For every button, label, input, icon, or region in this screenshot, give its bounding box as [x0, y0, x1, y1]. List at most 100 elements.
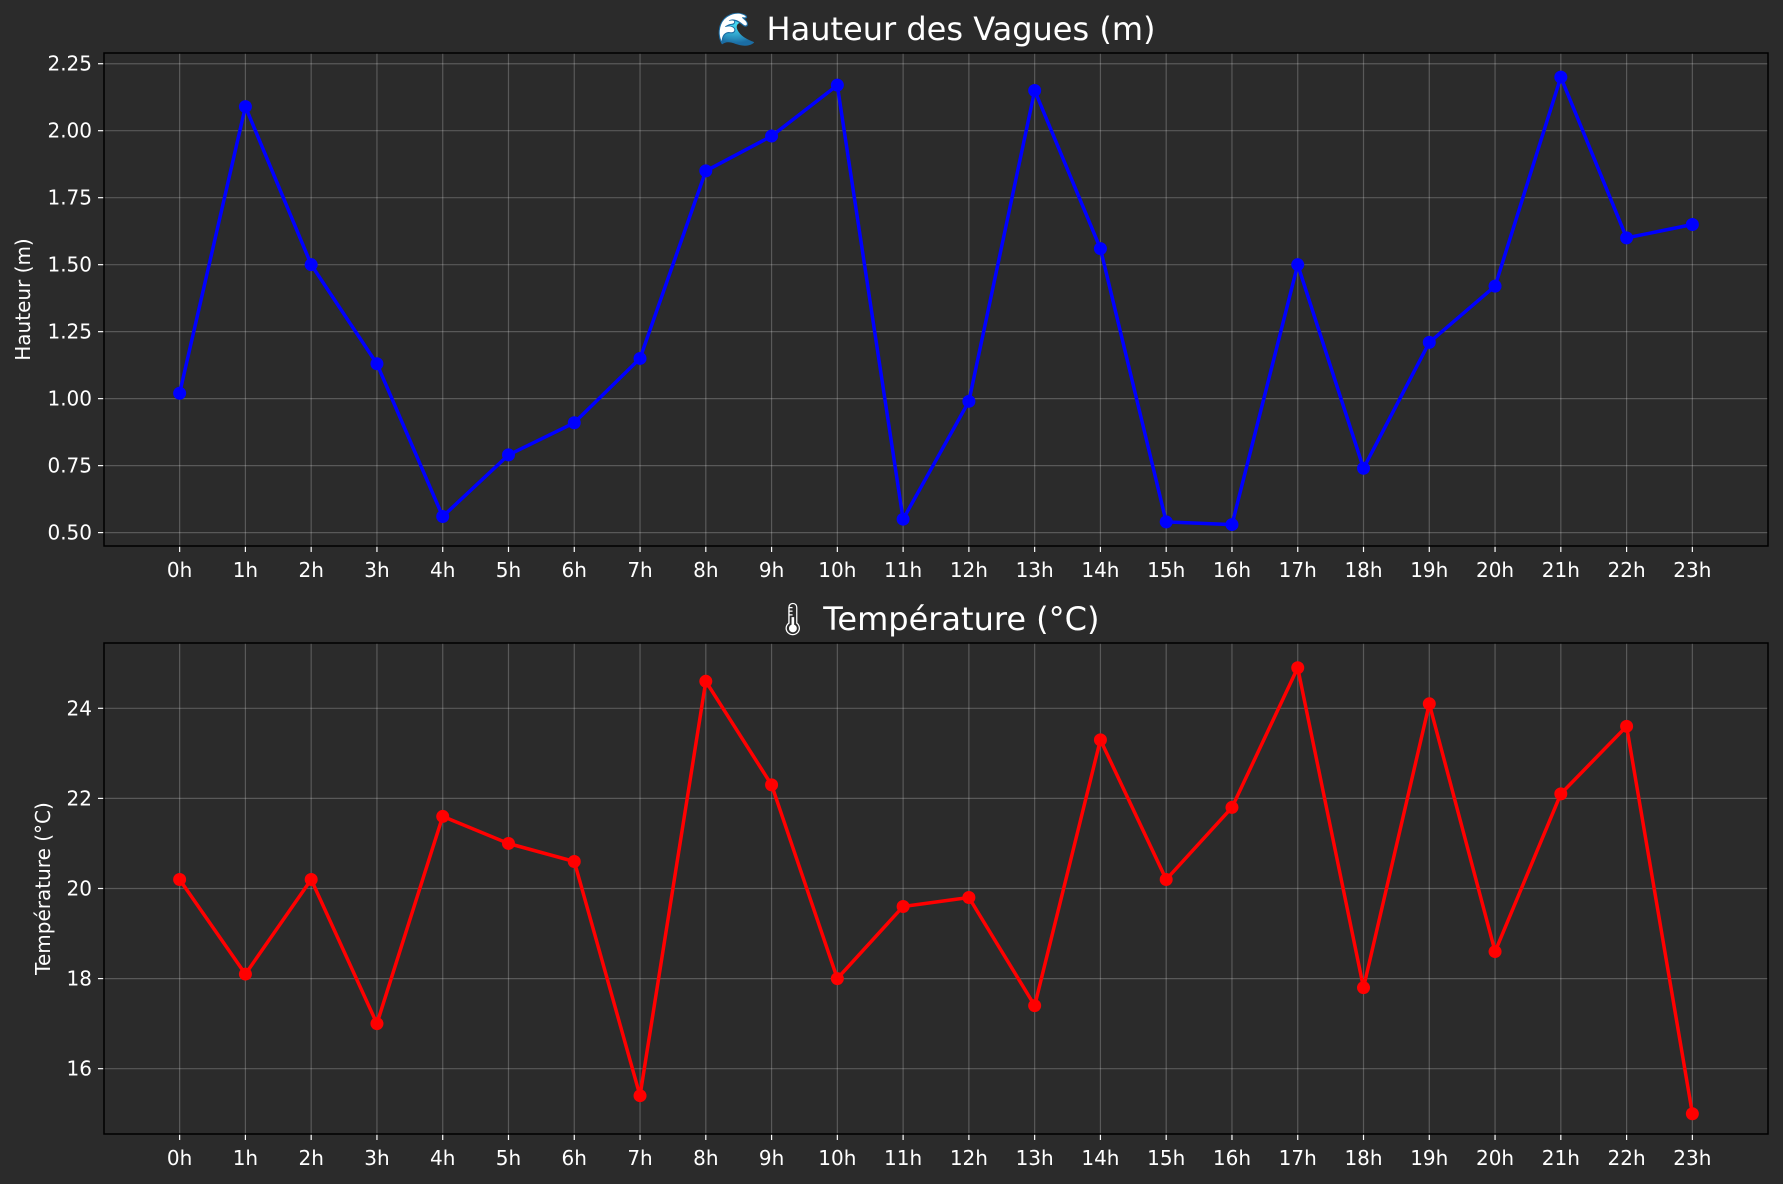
temperature-markers: [173, 661, 1699, 1121]
temperature-x-tick-label: 1h: [233, 1146, 258, 1170]
temperature-plot-area: [104, 643, 1768, 1134]
wave-height-data-point: [1488, 279, 1502, 293]
temperature-y-tick-label: 16: [67, 1057, 92, 1081]
temperature-x-tick-label: 7h: [627, 1146, 652, 1170]
wave-height-y-tick-label: 1.75: [47, 186, 92, 210]
temperature-x-tick-label: 6h: [562, 1146, 587, 1170]
temperature-data-point: [896, 900, 910, 914]
wave-height-grid: [104, 53, 1768, 546]
wave-height-y-tick-label: 1.25: [47, 320, 92, 344]
temperature-data-point: [501, 836, 515, 850]
wave-height-x-tick-label: 11h: [884, 558, 922, 582]
temperature-x-tick-label: 12h: [950, 1146, 988, 1170]
wave-height-data-point: [1159, 515, 1173, 529]
temperature-y-tick-label: 18: [67, 967, 92, 991]
wave-height-x-tick-label: 14h: [1081, 558, 1119, 582]
temperature-x-tick-label: 10h: [818, 1146, 856, 1170]
wave-height-y-tick-label: 1.00: [47, 387, 92, 411]
wave-height-data-point: [765, 129, 779, 143]
wave-height-data-point: [830, 78, 844, 92]
wave-height-x-tick-label: 8h: [693, 558, 718, 582]
wave-height-x-tick-label: 6h: [562, 558, 587, 582]
wave-height-x-tick-label: 0h: [167, 558, 192, 582]
wave-height-x-tick-label: 7h: [627, 558, 652, 582]
wave-height-data-point: [370, 357, 384, 371]
temperature-x-tick-label: 0h: [167, 1146, 192, 1170]
wave-height-x-tick-label: 4h: [430, 558, 455, 582]
temperature-x-tick-label: 8h: [693, 1146, 718, 1170]
temperature-data-point: [304, 872, 318, 886]
wave-height-x-tick-label: 3h: [364, 558, 389, 582]
wave-height-y-tick-label: 2.25: [47, 52, 92, 76]
temperature-data-point: [370, 1017, 384, 1031]
wave-height-x-tick-label: 21h: [1542, 558, 1580, 582]
wave-height-x-tick-label: 15h: [1147, 558, 1185, 582]
wave-height-x-tick-label: 19h: [1410, 558, 1448, 582]
temperature-axes-frame: [103, 642, 1769, 1135]
wave-height-data-point: [567, 416, 581, 430]
temperature-y-tick-label: 20: [67, 877, 92, 901]
wave-height-plot-area: [104, 53, 1768, 546]
wave-height-data-point: [699, 164, 713, 178]
wave-height-data-point: [1093, 242, 1107, 256]
temperature-x-tick-label: 20h: [1476, 1146, 1514, 1170]
temperature-data-point: [238, 967, 252, 981]
wave-height-series-line: [177, 75, 1693, 527]
wave-height-data-point: [1685, 217, 1699, 231]
wave-height-x-tick-label: 1h: [233, 558, 258, 582]
temperature-data-point: [1685, 1107, 1699, 1121]
temperature-chart-title: 🌡 Température (°C): [773, 600, 1100, 638]
wave-height-y-tick-label: 1.50: [47, 253, 92, 277]
wave-height-x-tick-label: 17h: [1279, 558, 1317, 582]
temperature-data-point: [765, 778, 779, 792]
wave-height-axes-frame: [103, 52, 1769, 547]
temperature-data-point: [699, 674, 713, 688]
temperature-x-tick-label: 16h: [1213, 1146, 1251, 1170]
temperature-data-point: [1554, 787, 1568, 801]
temperature-y-tick-label: 24: [67, 696, 92, 720]
temperature-x-tick-label: 5h: [496, 1146, 521, 1170]
wave-height-data-point: [1554, 70, 1568, 84]
temperature-data-point: [830, 972, 844, 986]
temperature-data-point: [1159, 872, 1173, 886]
wave-height-y-tick-label: 0.50: [47, 521, 92, 545]
temperature-x-tick-label: 19h: [1410, 1146, 1448, 1170]
temperature-data-point: [173, 872, 187, 886]
wave-height-data-point: [1291, 258, 1305, 272]
temperature-x-tick-label: 15h: [1147, 1146, 1185, 1170]
wave-height-data-point: [304, 258, 318, 272]
temperature-x-axis: 0h 1h 2h 3h 4h 5h 6h 7h 8h 9h 10h 11h 12h 13h 14h 15h 16…: [167, 1134, 1711, 1170]
temperature-y-axis: 16 18 20 22 24: [67, 696, 104, 1081]
temperature-x-tick-label: 17h: [1279, 1146, 1317, 1170]
temperature-data-point: [567, 854, 581, 868]
wave-height-x-tick-label: 23h: [1673, 558, 1711, 582]
wave-height-x-tick-label: 22h: [1608, 558, 1646, 582]
wave-height-x-tick-label: 12h: [950, 558, 988, 582]
temperature-y-axis-label: Température (°C): [31, 802, 55, 976]
temperature-x-tick-label: 14h: [1081, 1146, 1119, 1170]
wave-height-y-axis: 0.50 0.75 1.00 1.25 1.50 1.75 2.00 2.25: [47, 52, 104, 545]
temperature-data-point: [962, 891, 976, 905]
wave-height-data-point: [238, 100, 252, 114]
temperature-data-point: [1225, 800, 1239, 814]
wave-height-data-point: [896, 512, 910, 526]
wave-height-data-point: [501, 448, 515, 462]
temperature-series-line: [178, 666, 1695, 1114]
wave-height-x-tick-label: 2h: [298, 558, 323, 582]
temperature-x-tick-label: 21h: [1542, 1146, 1580, 1170]
temperature-x-tick-label: 13h: [1016, 1146, 1054, 1170]
temperature-data-point: [1620, 719, 1634, 733]
wave-height-x-tick-label: 10h: [818, 558, 856, 582]
temperature-data-point: [1028, 999, 1042, 1013]
temperature-data-point: [1093, 733, 1107, 747]
wave-height-x-tick-label: 16h: [1213, 558, 1251, 582]
wave-height-data-point: [1028, 84, 1042, 98]
wave-height-y-tick-label: 0.75: [47, 454, 92, 478]
wave-height-data-point: [1422, 335, 1436, 349]
temperature-x-tick-label: 18h: [1344, 1146, 1382, 1170]
temperature-chart: 🌡 Température (°C) 0h 1h 2h 3h 4h 5h 6h 7h 8h 9h 1…: [31, 600, 1769, 1170]
temperature-x-tick-label: 22h: [1608, 1146, 1646, 1170]
wave-height-data-point: [1620, 231, 1634, 245]
wave-height-data-point: [1225, 518, 1239, 532]
